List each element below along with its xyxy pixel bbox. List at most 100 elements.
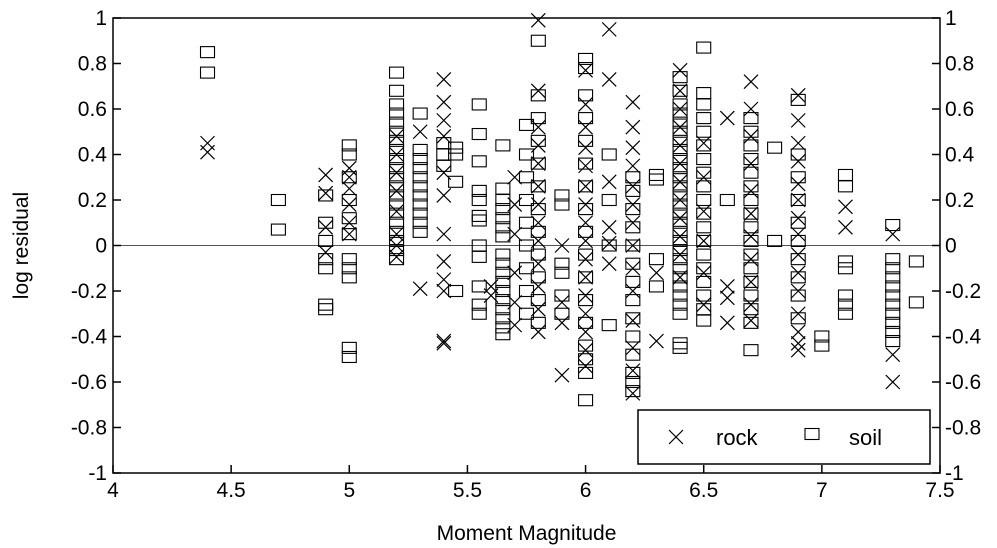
rock-legend-symbol [668, 429, 684, 445]
soil-point [743, 344, 759, 357]
legend-rock-marker [668, 429, 684, 445]
soil-point [495, 139, 511, 152]
soil-point [672, 171, 688, 184]
rock-point [790, 210, 806, 226]
soil-point [625, 203, 641, 216]
soil-point [743, 221, 759, 234]
rock-point [578, 158, 593, 174]
soil-point [518, 171, 535, 184]
y-tick-label-right: -0.8 [945, 417, 981, 440]
soil-point [578, 353, 594, 366]
soil-point [412, 107, 428, 120]
soil-point [471, 298, 487, 311]
rock-point [601, 256, 617, 272]
rock-point [578, 233, 593, 249]
soil-point [719, 193, 735, 207]
soil-point [625, 294, 641, 307]
soil-point [672, 298, 688, 311]
soil-point [471, 155, 487, 168]
rock-point [790, 87, 806, 103]
soil-point [625, 330, 641, 343]
y-tick-label-left: -0.6 [71, 371, 107, 394]
soil-point [790, 216, 806, 229]
rock-point [672, 210, 688, 226]
soil-point [412, 143, 428, 156]
soil-point [318, 189, 334, 202]
soil-point [412, 162, 428, 175]
y-tick-label-left: 0.8 [78, 53, 107, 76]
soil-point [495, 284, 511, 298]
soil-point [837, 255, 854, 268]
soil-point [199, 46, 216, 59]
rock-point [578, 62, 593, 78]
rock-point [554, 238, 570, 253]
rock-point [578, 215, 593, 231]
soil-point [601, 239, 617, 252]
soil-point [625, 257, 641, 270]
rock-point [696, 233, 712, 249]
soil-point [554, 189, 570, 202]
rock-point [436, 226, 452, 242]
soil-point [696, 289, 712, 302]
soil-point [530, 294, 546, 307]
soil-point [412, 207, 428, 220]
rock-point [412, 281, 428, 297]
soil-point [790, 271, 806, 284]
plot-area [112, 17, 941, 474]
x-tick-label: 5.5 [453, 479, 482, 502]
points-layer [199, 12, 924, 407]
rock-point [625, 385, 641, 401]
soil-point [495, 294, 511, 307]
rock-point [389, 165, 404, 181]
rock-point [436, 72, 452, 87]
soil-point [448, 284, 464, 298]
soil-point [388, 153, 405, 166]
rock-point [389, 203, 404, 219]
soil-point [495, 212, 511, 225]
soil-point [625, 239, 641, 252]
rock-point [436, 188, 452, 203]
soil-point [696, 166, 712, 179]
soil-point [601, 193, 617, 207]
soil-point [696, 207, 712, 220]
rock-point [790, 135, 806, 151]
soil-point [199, 66, 216, 79]
soil-point [578, 366, 594, 379]
soil-point [341, 212, 357, 225]
soil-point [495, 303, 511, 316]
rock-point [578, 306, 593, 322]
y-tick-label-right: 1 [945, 7, 957, 30]
rock-point [318, 167, 334, 183]
soil-point [495, 248, 511, 261]
soil-point [672, 341, 688, 354]
soil-point [412, 216, 428, 229]
soil-point [554, 307, 570, 320]
soil-point [743, 289, 759, 302]
soil-point [672, 207, 688, 220]
soil-point [270, 193, 286, 207]
soil-point [837, 180, 854, 193]
soil-point [696, 112, 712, 125]
y-tick-label-left: 0.2 [78, 189, 107, 212]
soil-point [388, 134, 405, 147]
soil-point [495, 193, 511, 207]
soil-point [696, 139, 712, 152]
soil-point [837, 298, 854, 311]
rock-point [341, 181, 357, 197]
soil-point [625, 385, 641, 398]
soil-point [648, 253, 665, 266]
soil-point [790, 171, 806, 184]
soil-point [495, 321, 511, 334]
legend-box [637, 409, 931, 465]
soil-point [318, 262, 334, 275]
soil-point [341, 139, 357, 152]
soil-point [672, 84, 688, 97]
soil-point [518, 216, 535, 229]
rock-point [578, 342, 593, 358]
soil-point [672, 289, 688, 302]
soil-point [885, 289, 901, 302]
soil-point [471, 184, 487, 197]
soil-point [578, 112, 594, 125]
rock-point [838, 199, 853, 215]
soil-point [790, 312, 806, 325]
